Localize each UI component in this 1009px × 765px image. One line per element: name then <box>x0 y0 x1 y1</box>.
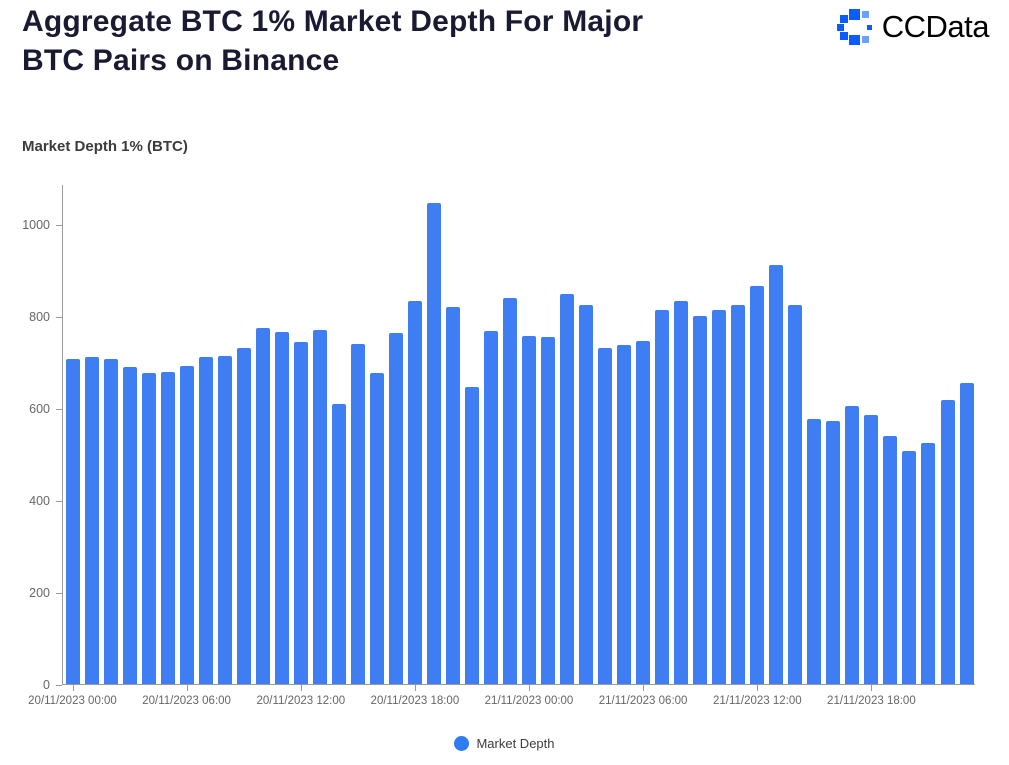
y-axis-tick <box>56 224 62 226</box>
bar-2[interactable] <box>103 359 118 684</box>
bar-4[interactable] <box>141 373 156 684</box>
bar-26[interactable] <box>560 293 575 684</box>
legend-label: Market Depth <box>476 736 555 751</box>
x-axis-tick <box>871 685 873 691</box>
bar-27[interactable] <box>579 305 594 684</box>
bar-36[interactable] <box>750 285 765 684</box>
bar-33[interactable] <box>693 315 708 684</box>
bar-24[interactable] <box>522 335 536 684</box>
bar-19[interactable] <box>426 202 441 684</box>
bar-34[interactable] <box>712 310 727 684</box>
ccdata-logo-text: CCData <box>881 9 990 44</box>
bar-21[interactable] <box>464 387 479 684</box>
bar-44[interactable] <box>902 450 917 684</box>
bar-47[interactable] <box>959 383 974 684</box>
y-axis-title: Market Depth 1% (BTC) <box>22 138 188 155</box>
bar-11[interactable] <box>274 332 289 684</box>
bar-18[interactable] <box>407 301 422 684</box>
y-axis-label-800: 800 <box>29 310 50 324</box>
bar-38[interactable] <box>788 305 803 684</box>
y-axis-label-0: 0 <box>43 678 50 692</box>
bar-5[interactable] <box>160 371 175 684</box>
y-axis-tick <box>56 592 62 594</box>
plot-area: 0 200 400 600 800 1000 20/11/2023 00:00 20/11/2… <box>22 185 975 707</box>
y-axis-tick <box>56 408 62 410</box>
bar-0[interactable] <box>65 358 80 684</box>
y-axis-label-200: 200 <box>29 586 50 600</box>
y-axis-tick <box>56 316 62 318</box>
bar-41[interactable] <box>845 405 860 684</box>
chart-title-line2: BTC Pairs on Binance <box>22 44 340 77</box>
bar-8[interactable] <box>217 356 232 684</box>
x-axis-label-3: 20/11/2023 18:00 <box>370 695 460 707</box>
bar-45[interactable] <box>921 443 936 684</box>
x-axis-tick <box>300 685 302 691</box>
x-axis-tick <box>529 685 530 691</box>
y-axis-label-400: 400 <box>29 494 50 508</box>
bar-16[interactable] <box>369 373 384 684</box>
x-axis-tick <box>186 685 188 691</box>
bar-22[interactable] <box>484 330 498 684</box>
bar-15[interactable] <box>350 344 365 684</box>
bar-20[interactable] <box>445 307 460 684</box>
ccdata-logo-mark <box>836 9 872 45</box>
x-axis-label-4: 21/11/2023 00:00 <box>484 695 574 707</box>
bar-35[interactable] <box>731 305 746 684</box>
bar-30[interactable] <box>636 340 651 684</box>
y-axis-label-1000: 1000 <box>22 218 50 232</box>
bar-3[interactable] <box>122 366 137 684</box>
x-axis-label-6: 21/11/2023 12:00 <box>712 695 802 707</box>
bar-29[interactable] <box>617 345 632 684</box>
bar-31[interactable] <box>655 310 670 684</box>
chart-title-line1: Aggregate BTC 1% Market Depth For Major <box>22 5 644 38</box>
y-axis-tick <box>56 500 62 502</box>
bar-1[interactable] <box>84 357 99 684</box>
bar-46[interactable] <box>940 399 955 684</box>
y-axis-tick <box>56 684 62 686</box>
bar-9[interactable] <box>236 347 251 684</box>
x-axis-label-1: 20/11/2023 06:00 <box>142 695 231 707</box>
bar-39[interactable] <box>807 418 822 684</box>
x-axis-tick <box>757 685 759 691</box>
bar-43[interactable] <box>883 436 898 684</box>
chart-title: Aggregate BTC 1% Market Depth For Major … <box>22 2 792 80</box>
bar-14[interactable] <box>331 404 346 684</box>
bar-6[interactable] <box>179 366 194 684</box>
x-axis-label-5: 21/11/2023 06:00 <box>598 695 688 707</box>
legend-item-market-depth[interactable]: Market Depth <box>0 736 1009 751</box>
bar-37[interactable] <box>769 265 784 684</box>
x-axis-label-2: 20/11/2023 12:00 <box>256 695 346 707</box>
x-axis-label-7: 21/11/2023 18:00 <box>827 695 916 707</box>
bar-7[interactable] <box>198 356 213 684</box>
x-axis-label-0: 20/11/2023 00:00 <box>28 695 117 707</box>
x-axis-tick <box>72 685 74 691</box>
legend-marker-icon <box>454 736 470 751</box>
bar-23[interactable] <box>503 298 517 684</box>
bar-28[interactable] <box>598 347 613 684</box>
bar-13[interactable] <box>312 330 327 684</box>
bar-12[interactable] <box>293 341 308 684</box>
bar-25[interactable] <box>541 337 555 684</box>
bar-42[interactable] <box>864 414 879 684</box>
bar-40[interactable] <box>826 421 841 684</box>
bar-10[interactable] <box>255 328 270 684</box>
ccdata-logo: CCData <box>836 8 990 46</box>
x-axis-tick <box>643 685 645 691</box>
y-axis-label-600: 600 <box>29 402 50 416</box>
bar-32[interactable] <box>674 301 689 684</box>
bar-17[interactable] <box>388 333 403 684</box>
x-axis-tick <box>414 685 416 691</box>
